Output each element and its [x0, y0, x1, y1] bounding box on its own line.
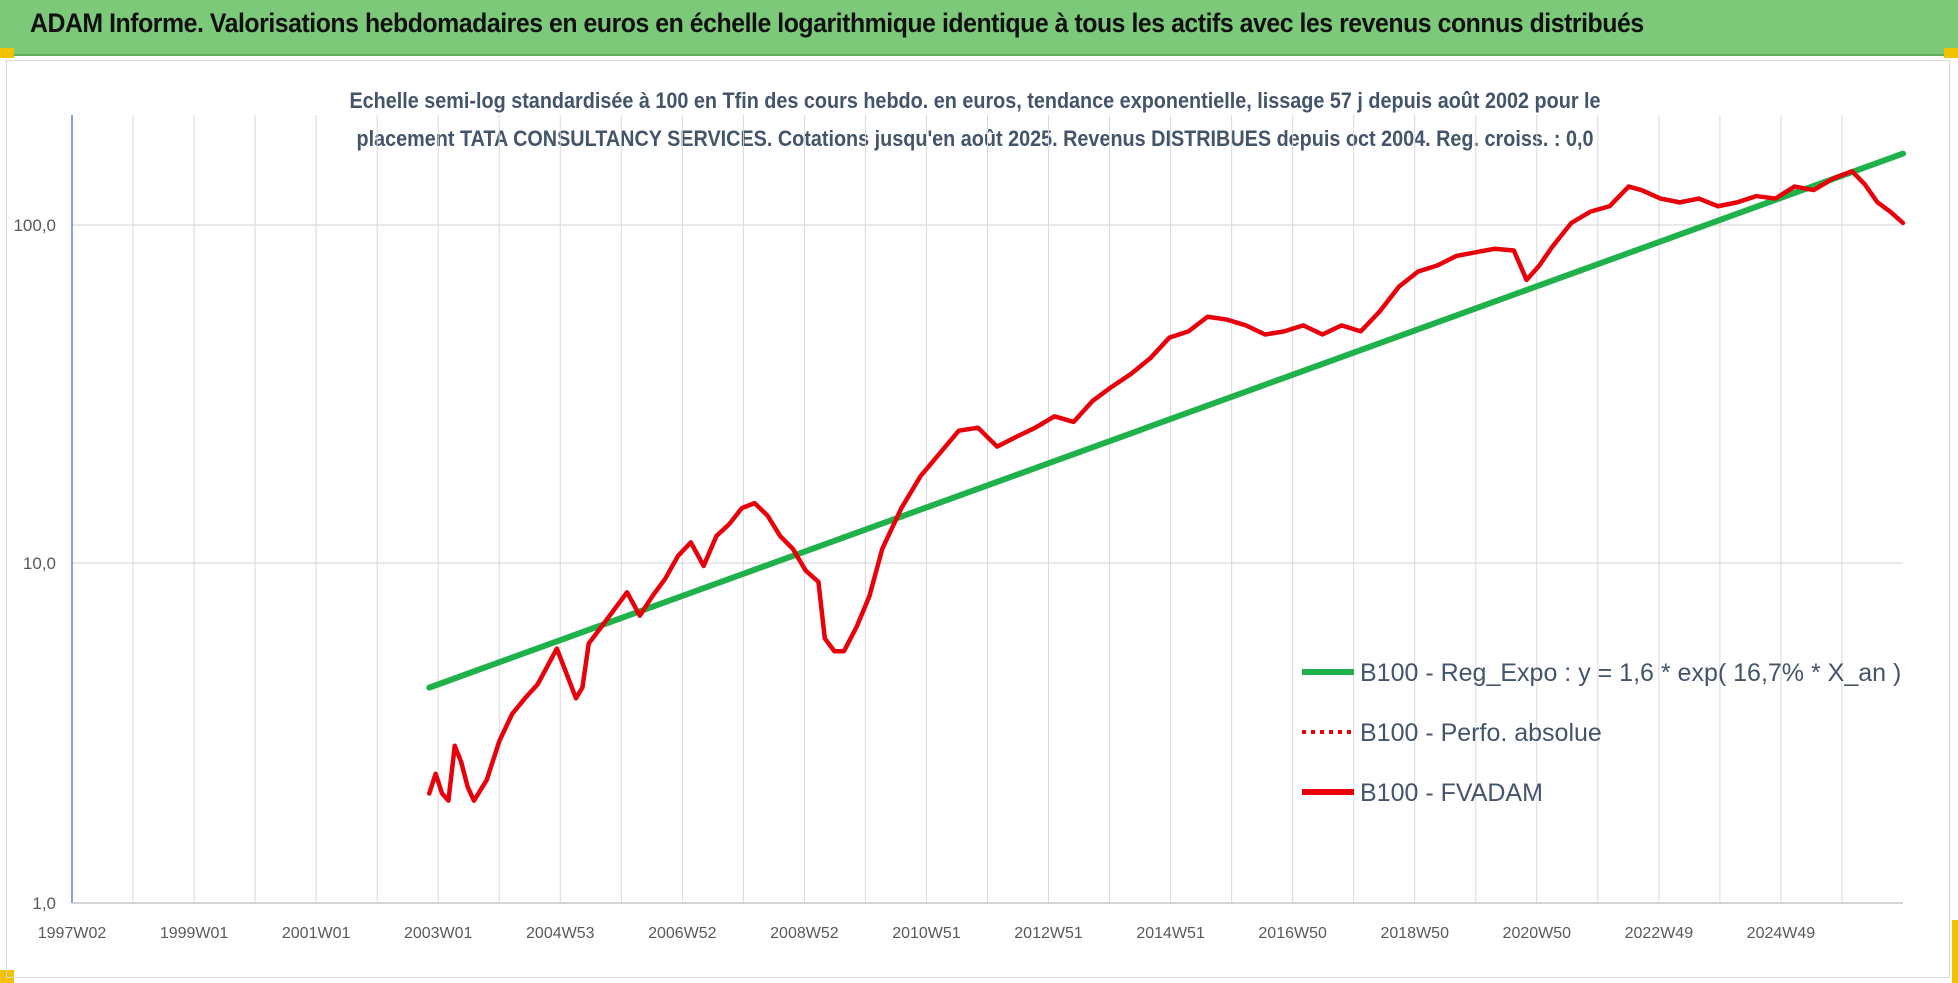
chart-title-line-2: placement TATA CONSULTANCY SERVICES. Cot… — [356, 126, 1594, 151]
legend-label: B100 - FVADAM — [1360, 779, 1543, 807]
x-tick-label: 2006W52 — [648, 925, 717, 942]
x-tick-label: 2020W50 — [1503, 925, 1572, 942]
chart-frame — [6, 60, 1950, 978]
page-title: ADAM Informe. Valorisations hebdomadaire… — [30, 8, 1644, 38]
x-tick-label: 2003W01 — [404, 925, 473, 942]
x-tick-label: 2008W52 — [770, 925, 839, 942]
x-tick-label: 2016W50 — [1258, 925, 1327, 942]
x-tick-label: 2018W50 — [1380, 925, 1449, 942]
x-tick-label: 2012W51 — [1014, 925, 1083, 942]
chart-title-line-1: Echelle semi-log standardisée à 100 en T… — [349, 88, 1601, 113]
corner-mark-bottom-left — [0, 970, 14, 983]
header-banner: ADAM Informe. Valorisations hebdomadaire… — [0, 0, 1958, 56]
x-tick-label: 2022W49 — [1625, 925, 1694, 942]
x-tick-label: 1997W02 — [38, 925, 107, 942]
x-tick-label: 2001W01 — [282, 925, 351, 942]
x-tick-label: 2004W53 — [526, 925, 595, 942]
series-regression-line — [426, 150, 1906, 691]
x-tick-label: 1999W01 — [160, 925, 229, 942]
corner-mark-left — [0, 48, 14, 58]
corner-mark-right — [1944, 48, 1958, 58]
y-tick-label: 100,0 — [13, 216, 56, 235]
legend-label: B100 - Perfo. absolue — [1360, 719, 1602, 747]
corner-mark-bottom-right — [1952, 920, 1958, 983]
series-fvadam-line — [427, 168, 1906, 803]
y-tick-label: 10,0 — [23, 554, 56, 573]
legend-label: B100 - Reg_Expo : y = 1,6 * exp( 16,7% *… — [1360, 659, 1901, 687]
x-tick-label: 2014W51 — [1136, 925, 1205, 942]
x-tick-label: 2010W51 — [892, 925, 961, 942]
y-tick-label: 1,0 — [32, 894, 56, 913]
x-tick-label: 2024W49 — [1747, 925, 1816, 942]
